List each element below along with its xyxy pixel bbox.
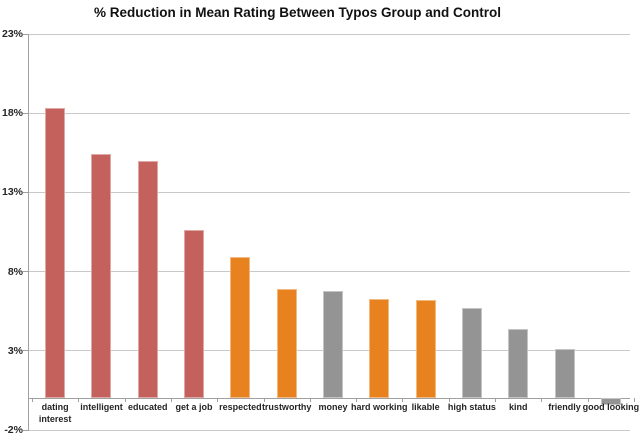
- y-axis-tick: [23, 191, 28, 193]
- x-axis-tick: [309, 398, 311, 403]
- bar-hard-working: [369, 298, 390, 399]
- bar-good-looking: [600, 398, 621, 405]
- category-label: high status: [447, 402, 496, 413]
- category-label: friendly: [548, 402, 581, 413]
- x-axis-tick: [634, 398, 635, 403]
- gridline: [28, 112, 630, 114]
- category-label: get a job: [175, 402, 213, 413]
- plot-area: 23% 18% 13% 8% 3% -2% dating interest intellige…: [2, 29, 639, 436]
- y-axis-line: [28, 34, 29, 431]
- bar-kind: [508, 328, 529, 399]
- x-axis-tick: [448, 398, 450, 403]
- chart-title: % Reduction in Mean Rating Between Typos…: [93, 5, 501, 20]
- category-label: likable: [411, 402, 440, 413]
- category-label: hard working: [351, 402, 408, 413]
- gridline: [28, 429, 630, 431]
- bar-likable: [415, 300, 436, 399]
- gridline: [28, 33, 630, 35]
- category-label: good looking: [582, 402, 639, 413]
- y-axis-tick: [23, 271, 28, 273]
- x-axis-line: [28, 397, 630, 399]
- category-label: dating interest: [38, 402, 72, 424]
- x-axis-tick: [78, 398, 80, 403]
- category-label: educated: [128, 402, 168, 413]
- x-axis-tick: [32, 398, 33, 403]
- x-axis-tick: [541, 398, 543, 403]
- x-axis-tick: [263, 398, 265, 403]
- y-axis-tick: [23, 429, 28, 431]
- category-label: respected: [219, 402, 262, 413]
- category-label: trustworthy: [261, 402, 312, 413]
- bar-respected: [230, 257, 251, 399]
- category-label: money: [318, 402, 348, 413]
- category-label: intelligent: [80, 402, 123, 413]
- x-axis-tick: [402, 398, 404, 403]
- y-tick-label: 3%: [7, 344, 23, 357]
- gridline: [28, 191, 630, 193]
- y-tick-label: 8%: [7, 265, 23, 278]
- bar-friendly: [554, 349, 575, 399]
- y-axis-tick: [23, 112, 28, 114]
- gridline: [28, 271, 630, 273]
- y-axis-tick: [23, 350, 28, 352]
- x-axis-tick: [495, 398, 497, 403]
- x-axis-tick: [124, 398, 126, 403]
- bar-educated: [137, 160, 158, 399]
- y-tick-label: -2%: [4, 424, 23, 436]
- bar-money: [323, 290, 343, 399]
- x-axis-tick: [587, 398, 589, 403]
- x-axis-tick: [356, 398, 358, 403]
- y-axis-tick: [23, 33, 28, 35]
- bar-get-a-job: [184, 230, 205, 399]
- y-tick-label: 23%: [1, 28, 23, 40]
- bar-trustworthy: [276, 289, 297, 399]
- y-tick-label: 13%: [1, 186, 23, 199]
- bar-intelligent: [91, 154, 112, 399]
- x-axis-tick: [170, 398, 172, 403]
- category-label: kind: [508, 402, 528, 413]
- bar-dating-interest: [45, 108, 66, 399]
- x-axis-tick: [217, 398, 219, 403]
- bar-high-status: [461, 308, 482, 399]
- y-tick-label: 18%: [1, 107, 23, 120]
